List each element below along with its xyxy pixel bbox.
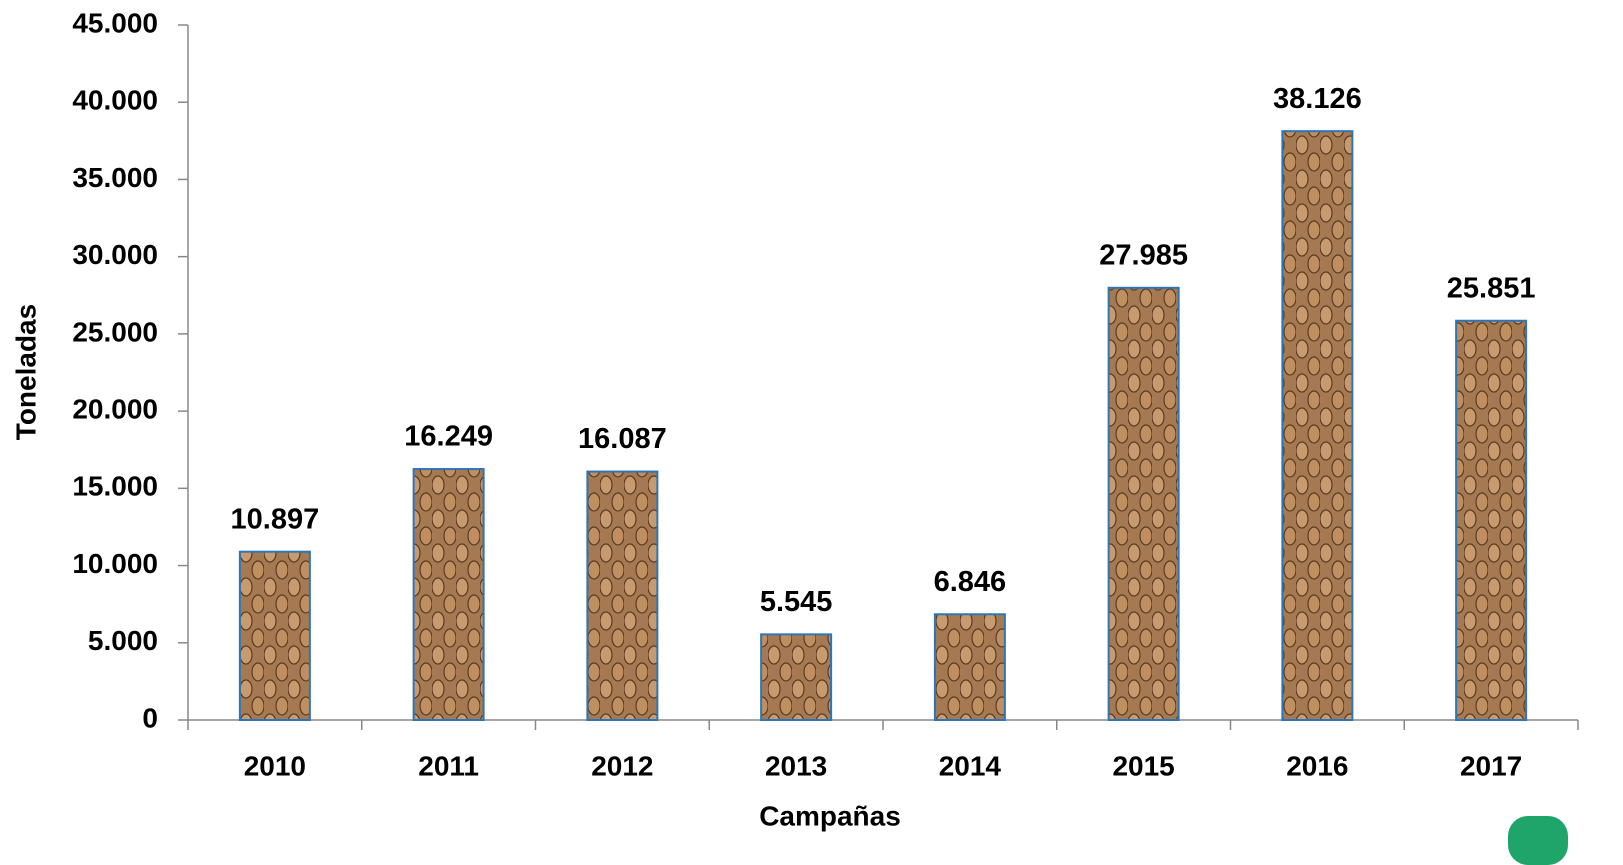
y-tick-label: 25.000 xyxy=(72,316,158,347)
bar xyxy=(1455,319,1528,721)
y-tick-label: 10.000 xyxy=(72,548,158,579)
value-label: 16.249 xyxy=(404,421,493,453)
value-label: 16.087 xyxy=(578,423,667,455)
bar xyxy=(933,613,1006,721)
y-tick-label: 5.000 xyxy=(88,625,158,656)
x-tick-label: 2017 xyxy=(1460,750,1522,781)
value-label: 38.126 xyxy=(1273,83,1362,115)
x-tick-label: 2011 xyxy=(418,750,479,781)
bar xyxy=(586,470,659,721)
x-tick-label: 2015 xyxy=(1112,750,1174,781)
bar xyxy=(238,550,311,722)
x-tick-label: 2013 xyxy=(765,750,827,781)
y-tick-label: 30.000 xyxy=(72,239,158,270)
y-tick-label: 15.000 xyxy=(72,471,158,502)
x-axis-label: Campañas xyxy=(759,800,901,831)
y-axis-label: Toneladas xyxy=(10,304,41,440)
y-tick-label: 35.000 xyxy=(72,162,158,193)
x-tick-label: 2016 xyxy=(1286,750,1348,781)
x-tick-label: 2012 xyxy=(591,750,653,781)
bar xyxy=(760,633,833,721)
x-tick-label: 2010 xyxy=(244,750,306,781)
bar xyxy=(1281,130,1354,722)
bar xyxy=(1107,286,1180,721)
bar xyxy=(412,468,485,721)
value-label: 27.985 xyxy=(1099,239,1188,271)
value-label: 5.545 xyxy=(760,586,833,618)
value-label: 10.897 xyxy=(231,503,320,535)
y-tick-label: 40.000 xyxy=(72,85,158,116)
corner-badge xyxy=(1508,816,1568,865)
value-label: 25.851 xyxy=(1447,272,1536,304)
value-label: 6.846 xyxy=(934,566,1007,598)
y-tick-label: 0 xyxy=(142,702,158,733)
y-tick-label: 20.000 xyxy=(72,394,158,425)
x-tick-label: 2014 xyxy=(939,750,1002,781)
y-tick-label: 45.000 xyxy=(72,7,158,38)
